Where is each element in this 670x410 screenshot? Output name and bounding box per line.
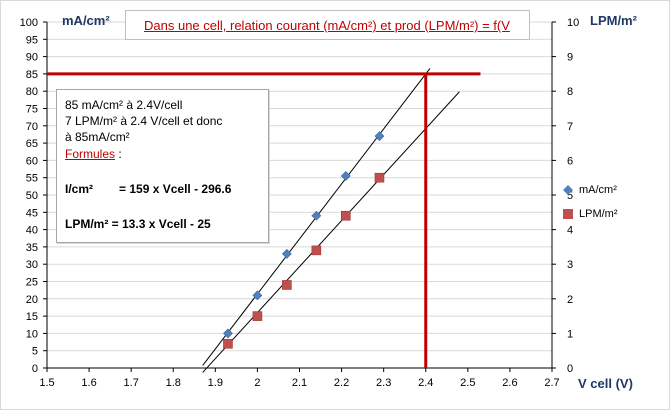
legend-label-2: LPM/m²	[579, 208, 618, 220]
left-tick-label: 60	[26, 155, 38, 167]
legend-item-2: LPM/m²	[563, 206, 618, 222]
point-series-2	[374, 172, 385, 183]
left-tick-label: 0	[32, 363, 38, 375]
point-series-2	[252, 311, 263, 321]
left-tick-label: 95	[26, 34, 38, 46]
left-tick-label: 40	[26, 225, 38, 237]
left-tick-label: 10	[26, 328, 38, 340]
left-axis-unit: mA/cm²	[62, 13, 110, 28]
legend-label-1: mA/cm²	[579, 184, 617, 196]
x-axis-title: V cell (V)	[578, 376, 633, 391]
right-axis-unit: LPM/m²	[590, 13, 638, 28]
chart-title-box: Dans une cell, relation courant (mA/cm²)…	[125, 10, 530, 40]
point-series-2	[340, 210, 351, 221]
left-tick-label: 15	[26, 311, 38, 323]
point-series-1	[281, 248, 292, 259]
reference-line-layer	[47, 72, 481, 368]
left-tick-label: 5	[32, 346, 38, 358]
diamond-marker-icon	[563, 185, 573, 195]
square-marker-icon	[563, 209, 573, 219]
right-tick-label: 10	[567, 17, 579, 29]
x-tick-label: 2.7	[544, 377, 559, 389]
right-tick-label: 9	[567, 52, 573, 64]
note-line-2: 7 LPM/m² à 2.4 V/cell et donc	[65, 114, 223, 128]
x-tick-label: 2.2	[334, 377, 349, 389]
trendline-2	[202, 91, 460, 373]
right-tick-label: 8	[567, 86, 573, 98]
left-tick-label: 45	[26, 207, 38, 219]
note-line-4: Formules :	[65, 147, 122, 161]
right-tick-label: 2	[567, 294, 573, 306]
left-tick-label: 30	[26, 259, 38, 271]
note-line-6: LPM/m² = 13.3 x Vcell - 25	[65, 217, 211, 231]
formulas-heading: Formules	[65, 147, 116, 161]
formula-1-value: = 159 x Vcell - 296.6	[119, 182, 232, 196]
x-tick-label: 2	[254, 377, 260, 389]
left-tick-label: 20	[26, 294, 38, 306]
x-tick-label: 1.5	[39, 377, 54, 389]
left-tick-label: 80	[26, 86, 38, 98]
left-tick-label: 90	[26, 52, 38, 64]
point-series-2	[223, 338, 233, 349]
x-tick-label: 1.8	[166, 377, 181, 389]
x-tick-label: 2.1	[292, 377, 307, 389]
left-tick-label: 100	[20, 17, 38, 29]
right-tick-label: 7	[567, 121, 573, 133]
legend-item-1: mA/cm²	[563, 182, 617, 198]
note-line-3: à 85mA/cm²	[65, 130, 130, 144]
points-layer	[223, 131, 385, 349]
point-series-1	[374, 131, 385, 142]
right-tick-label: 4	[567, 225, 573, 237]
right-tick-label: 1	[567, 328, 573, 340]
left-tick-label: 35	[26, 242, 38, 254]
point-series-2	[282, 280, 292, 290]
x-tick-label: 2.5	[460, 377, 475, 389]
point-series-1	[223, 328, 233, 339]
annotation-box: 85 mA/cm² à 2.4V/cell 7 LPM/m² à 2.4 V/c…	[56, 89, 269, 243]
right-tick-label: 6	[567, 155, 573, 167]
point-series-1	[252, 290, 263, 301]
x-tick-label: 2.6	[502, 377, 517, 389]
x-tick-label: 2.3	[376, 377, 391, 389]
note-line-5: I/cm² = 159 x Vcell - 296.6	[65, 182, 231, 196]
axes-layer	[43, 21, 556, 372]
right-tick-label: 0	[567, 363, 573, 375]
note-line-1: 85 mA/cm² à 2.4V/cell	[65, 98, 183, 112]
x-tick-label: 1.6	[81, 377, 96, 389]
left-tick-label: 50	[26, 190, 38, 202]
x-tick-label: 1.9	[208, 377, 223, 389]
left-tick-label: 70	[26, 121, 38, 133]
tick-labels-layer: 0510152025303540455055606570758085909510…	[20, 17, 580, 389]
formulas-heading-colon: :	[115, 147, 122, 161]
point-series-1	[311, 210, 322, 221]
left-tick-label: 75	[26, 104, 38, 116]
left-tick-label: 65	[26, 138, 38, 150]
right-tick-label: 5	[567, 190, 573, 202]
point-series-1	[340, 171, 351, 181]
x-tick-label: 2.4	[418, 377, 433, 389]
left-tick-label: 25	[26, 277, 38, 289]
x-tick-label: 1.7	[124, 377, 139, 389]
legend: mA/cm² LPM/m²	[563, 180, 663, 230]
formula-1-label: I/cm²	[65, 182, 94, 196]
left-tick-label: 55	[26, 173, 38, 185]
right-tick-label: 3	[567, 259, 573, 271]
point-series-2	[311, 245, 322, 256]
chart-title: Dans une cell, relation courant (mA/cm²)…	[144, 18, 510, 33]
left-tick-label: 85	[26, 69, 38, 81]
